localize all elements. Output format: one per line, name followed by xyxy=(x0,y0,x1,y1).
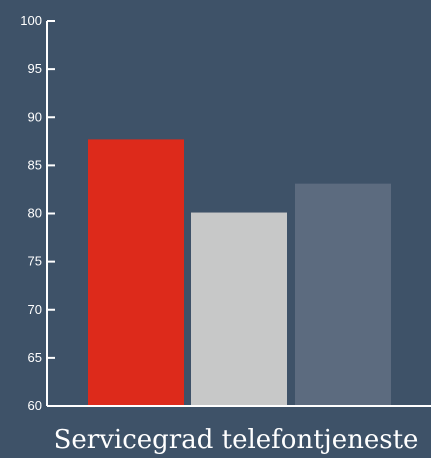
y-tick-label: 95 xyxy=(28,61,42,76)
y-tick-label: 65 xyxy=(28,350,42,365)
y-tick-label: 70 xyxy=(28,302,42,317)
x-axis-title: Servicegrad telefontjeneste xyxy=(54,425,419,455)
y-tick-label: 85 xyxy=(28,157,42,172)
y-tick-label: 90 xyxy=(28,109,42,124)
y-tick-label: 100 xyxy=(20,13,42,28)
y-axis-ticks: 60 65 70 75 80 85 90 95 100 xyxy=(20,13,55,413)
y-tick-label: 80 xyxy=(28,206,42,221)
bar-1 xyxy=(88,139,184,406)
bar-3 xyxy=(295,183,391,406)
bar-2 xyxy=(191,212,287,406)
y-tick-label: 60 xyxy=(28,398,42,413)
y-tick-label: 75 xyxy=(28,254,42,269)
bars xyxy=(88,139,391,406)
